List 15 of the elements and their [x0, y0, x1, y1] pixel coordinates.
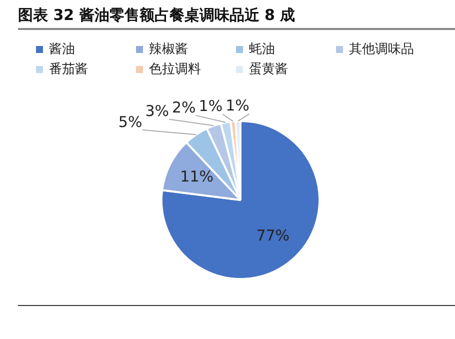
legend-label: 其他调味品: [348, 41, 415, 58]
legend-label: 蛋黄酱: [248, 61, 289, 78]
data-label: 2%: [172, 98, 196, 116]
legend-label: 色拉调料: [148, 61, 202, 78]
legend-label: 蚝油: [248, 41, 276, 58]
chart-title: 图表 32 酱油零售额占餐桌调味品近 8 成: [18, 6, 296, 25]
legend-label: 酱油: [48, 41, 76, 58]
data-label: 1%: [226, 96, 250, 115]
legend-label: 番茄酱: [48, 61, 89, 78]
data-label: 11%: [180, 168, 214, 186]
data-label: 3%: [145, 102, 169, 120]
data-label: 5%: [118, 112, 142, 131]
data-label: 1%: [198, 97, 223, 116]
data-label: 77%: [256, 226, 290, 245]
legend-label: 辣椒酱: [148, 41, 189, 58]
